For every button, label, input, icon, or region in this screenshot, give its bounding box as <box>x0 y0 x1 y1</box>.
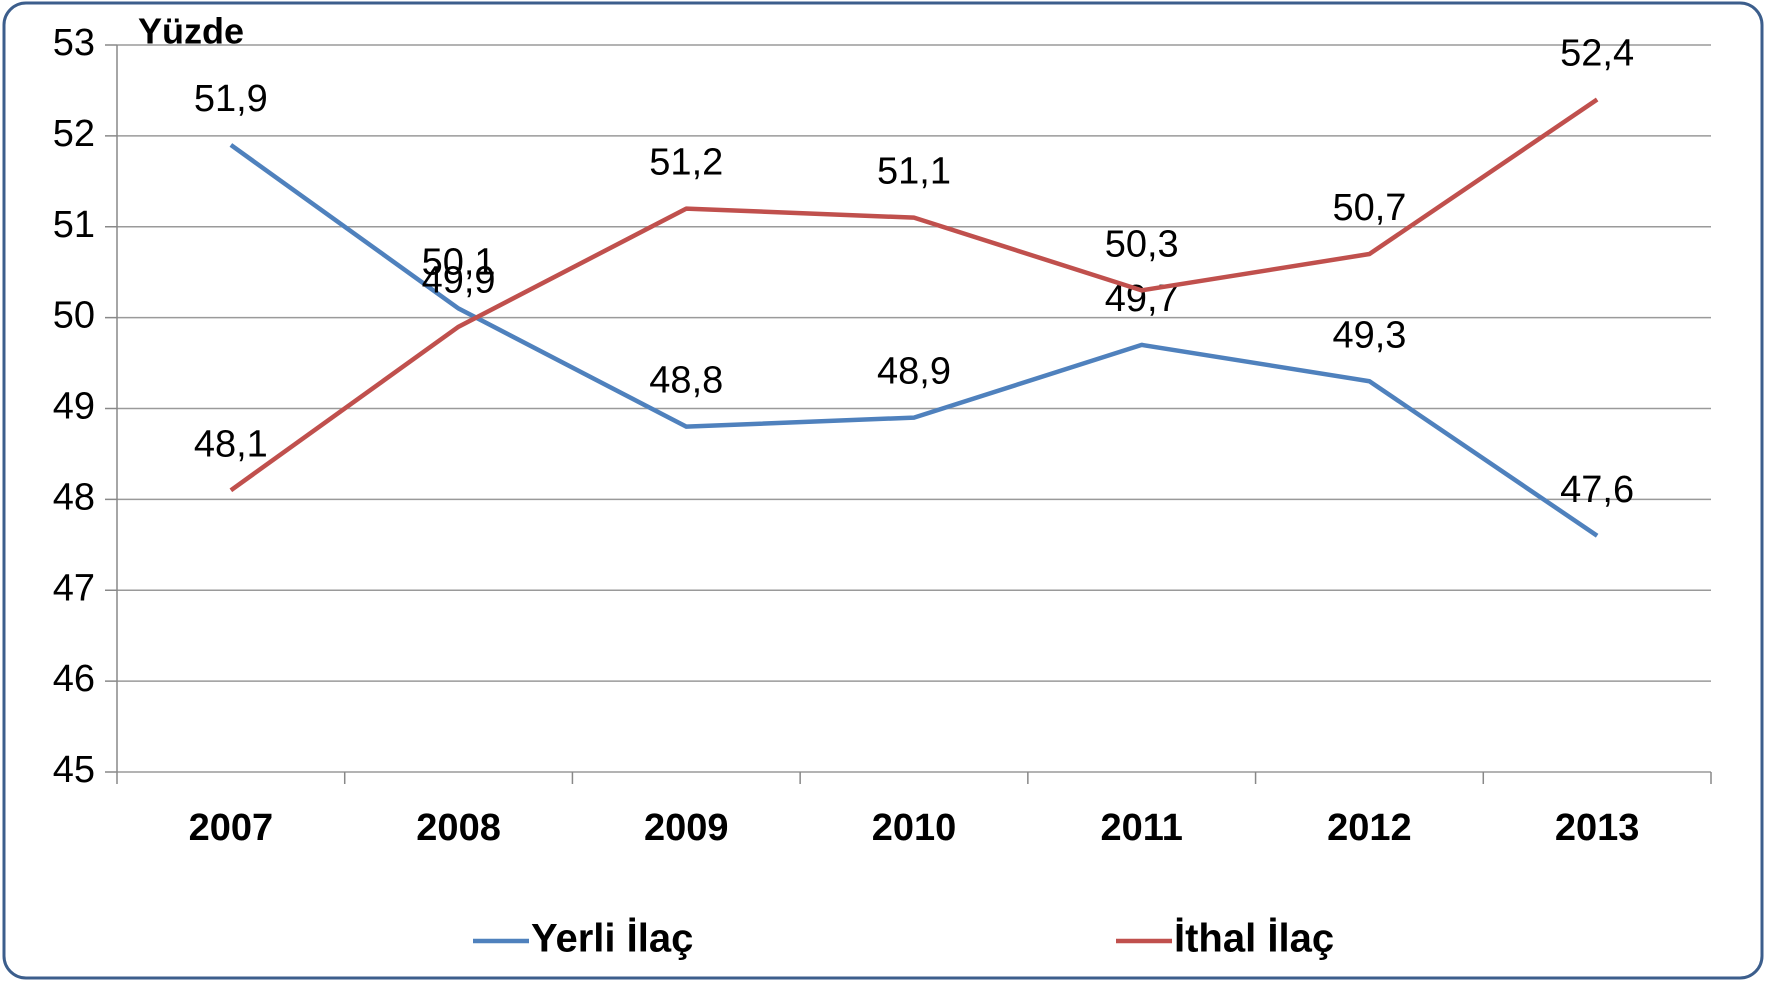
y-tick-label: 47 <box>53 567 95 609</box>
x-tick-label: 2011 <box>1100 807 1182 849</box>
x-tick-label: 2007 <box>189 807 274 849</box>
x-tick-label: 2008 <box>416 807 501 849</box>
x-tick-label: 2010 <box>872 807 957 849</box>
y-tick-label: 53 <box>53 22 95 64</box>
y-tick-label: 46 <box>53 658 95 700</box>
data-label: 48,1 <box>194 423 268 465</box>
x-tick-label: 2009 <box>644 807 729 849</box>
y-tick-label: 45 <box>53 749 95 791</box>
data-label: 52,4 <box>1560 33 1634 75</box>
data-label: 47,6 <box>1560 469 1634 511</box>
data-label: 50,3 <box>1105 223 1179 265</box>
y-tick-label: 49 <box>53 386 95 428</box>
data-label: 50,1 <box>422 242 496 284</box>
y-tick-label: 50 <box>53 295 95 337</box>
data-label: 48,9 <box>877 351 951 393</box>
legend-label: İthal İlaç <box>1174 917 1334 961</box>
series-line <box>229 97 1599 493</box>
y-tick-label: 51 <box>53 204 95 246</box>
x-tick-label: 2012 <box>1327 807 1412 849</box>
series-line <box>229 143 1599 538</box>
data-label: 49,9 <box>422 260 496 302</box>
y-tick-label: 48 <box>53 476 95 518</box>
data-label: 50,7 <box>1332 187 1406 229</box>
x-tick-label: 2013 <box>1555 807 1640 849</box>
data-label: 51,9 <box>194 78 268 120</box>
legend-label: Yerli İlaç <box>531 917 693 961</box>
y-tick-label: 52 <box>53 113 95 155</box>
data-label: 51,2 <box>649 142 723 184</box>
data-label: 48,8 <box>649 360 723 402</box>
data-label: 49,3 <box>1332 314 1406 356</box>
data-label: 51,1 <box>877 151 951 193</box>
